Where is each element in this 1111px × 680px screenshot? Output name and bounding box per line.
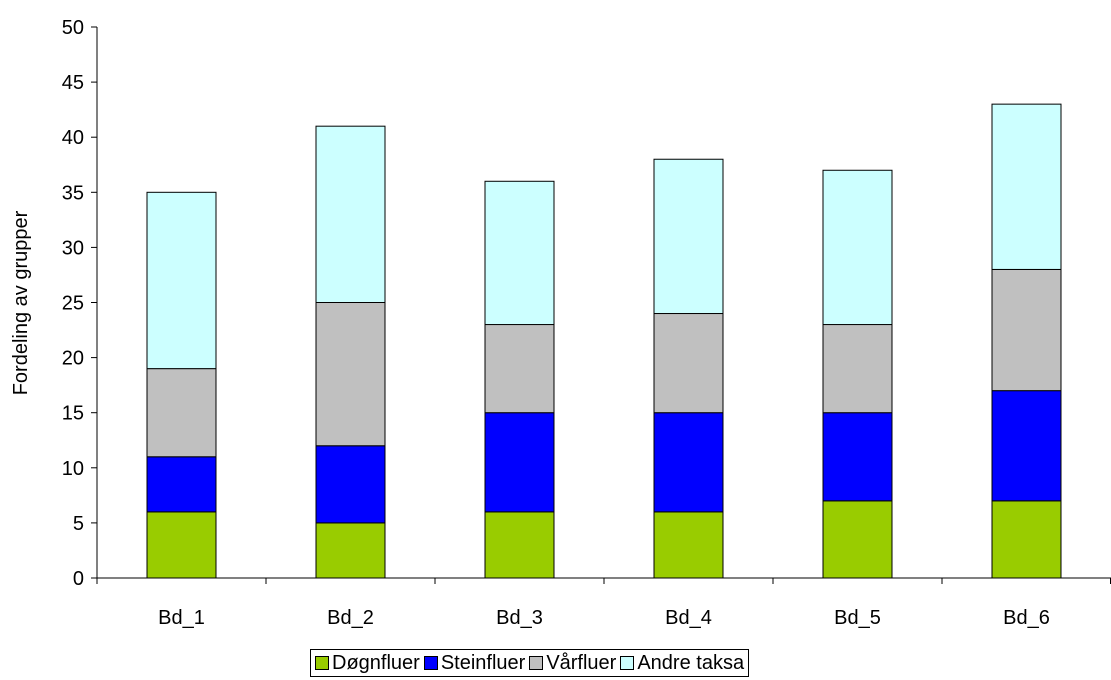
legend-item: Andre taksa <box>620 651 744 675</box>
y-tick-label: 40 <box>62 127 84 149</box>
y-tick-label: 30 <box>62 237 84 259</box>
bar-segment <box>822 500 893 579</box>
bar-segment <box>991 268 1062 392</box>
x-tick-label: Bd_5 <box>834 607 881 629</box>
bars <box>146 103 1062 579</box>
bar-segment <box>146 368 217 458</box>
bar-segment <box>146 191 217 370</box>
bar-segment <box>653 511 724 579</box>
bar-segment <box>653 412 724 513</box>
x-tick-label: Bd_2 <box>327 607 374 629</box>
legend-swatch <box>423 656 438 670</box>
bar-segment <box>315 125 386 304</box>
legend: Døgnfluer Steinfluer Vårfluer Andre taksa <box>310 649 750 677</box>
legend-swatch <box>529 656 544 670</box>
y-tick-label: 35 <box>62 182 84 204</box>
bar-segment <box>315 522 386 579</box>
bar-segment <box>484 511 555 579</box>
y-tick-label: 20 <box>62 348 84 370</box>
y-tick-label: 25 <box>62 293 84 315</box>
y-tick-label: 45 <box>62 72 84 94</box>
bar-segment <box>991 103 1062 270</box>
y-tick-label: 15 <box>62 403 84 425</box>
bar-segment <box>822 169 893 326</box>
bar-segment <box>315 302 386 447</box>
bar-segment <box>653 313 724 414</box>
x-tick-label: Bd_3 <box>496 607 543 629</box>
legend-item: Steinfluer <box>423 651 526 675</box>
legend-label: Døgnfluer <box>332 652 420 674</box>
x-tick-label: Bd_4 <box>665 607 712 629</box>
y-axis-title: Fordeling av grupper <box>10 210 32 395</box>
bar-segment <box>822 412 893 502</box>
bar-segment <box>146 456 217 513</box>
legend-item: Døgnfluer <box>315 651 420 675</box>
x-tick-label: Bd_1 <box>158 607 205 629</box>
bar-segment <box>484 324 555 414</box>
bar-segment <box>146 511 217 579</box>
bar-segment <box>315 445 386 524</box>
legend-swatch <box>620 656 635 670</box>
y-axis: 0 5 10 15 20 25 30 35 40 45 50 <box>62 17 98 590</box>
bar-segment <box>484 180 555 326</box>
legend-label: Vårfluer <box>546 652 617 674</box>
y-tick-label: 5 <box>73 513 84 535</box>
y-tick-label: 10 <box>62 458 84 480</box>
x-axis: Bd_1 Bd_2 Bd_3 Bd_4 Bd_5 Bd_6 <box>96 577 1111 629</box>
legend-item: Vårfluer <box>529 651 616 675</box>
y-tick-label: 0 <box>73 568 84 590</box>
bar-segment <box>484 412 555 513</box>
legend-label: Andre taksa <box>637 652 745 674</box>
x-tick-label: Bd_6 <box>1003 607 1050 629</box>
y-tick-label: 50 <box>62 17 84 39</box>
bar-segment <box>822 324 893 414</box>
legend-swatch <box>315 656 329 670</box>
bar-segment <box>991 390 1062 502</box>
legend-label: Steinfluer <box>440 652 526 674</box>
bar-segment <box>991 500 1062 579</box>
bar-segment <box>653 158 724 315</box>
